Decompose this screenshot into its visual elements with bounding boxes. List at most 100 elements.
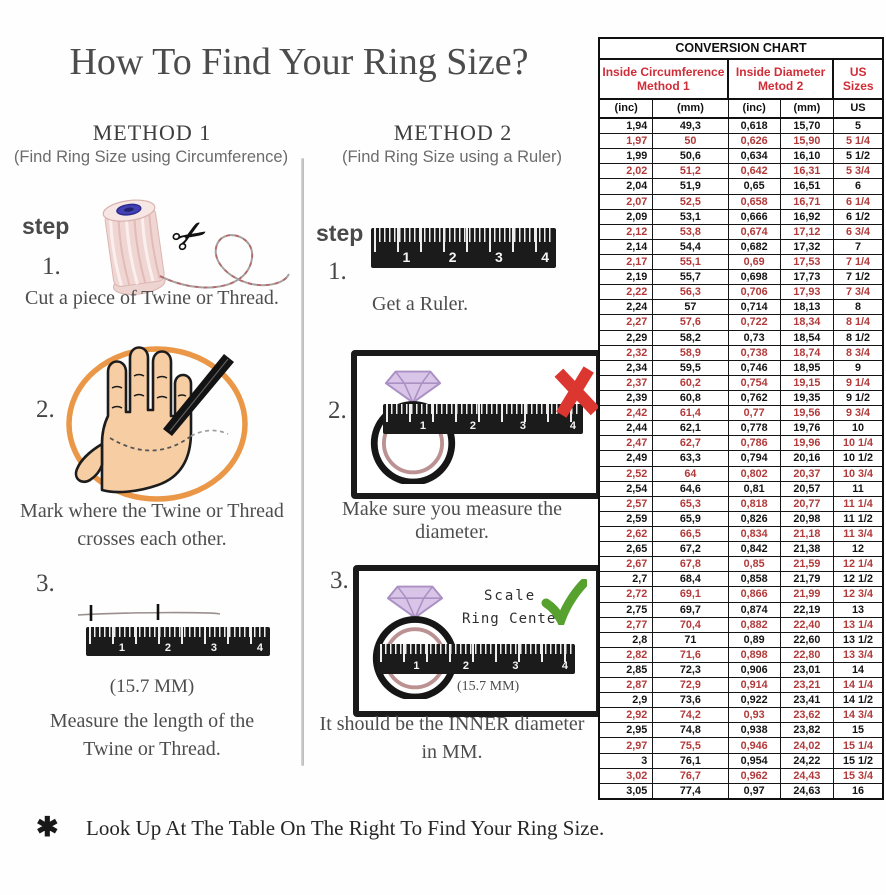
table-cell: 2,27 <box>600 315 654 330</box>
ruler-major-ticks <box>89 627 267 645</box>
table-cell: 5 1/4 <box>845 135 870 148</box>
table-cell: 0,874 <box>729 602 781 617</box>
table-cell: 69,7 <box>653 602 729 617</box>
page-title: How To Find Your Ring Size? <box>69 41 529 83</box>
table-row: 2,19 55,7 0,698 17,73 7 1/2 <box>600 269 882 285</box>
table-cell: 71,6 <box>653 647 729 662</box>
table-cell: 2,39 <box>600 390 654 406</box>
table-cell: 2,54 <box>600 481 654 496</box>
table-cell: 68,4 <box>653 572 729 587</box>
table-cell: 0,938 <box>729 723 781 738</box>
diagram-frame-correct: Scale Ring Center 1 2 3 4 (15.7 MM) <box>353 565 602 717</box>
table-cell: 13 <box>851 603 864 616</box>
table-cell: 0,706 <box>729 285 781 300</box>
table-cell: 67,8 <box>653 557 729 572</box>
table-cell: 22,40 <box>781 617 835 632</box>
table-cell: 11 3/4 <box>843 528 873 540</box>
table-cell: 2,44 <box>600 421 654 436</box>
table-cell: 0,898 <box>729 647 781 662</box>
table-cell: 70,4 <box>653 617 729 632</box>
table-cell: 0,922 <box>729 693 781 708</box>
table-row: 2,75 69,7 0,874 22,19 13 <box>600 601 882 617</box>
table-cell: 9 1/4 <box>845 376 870 389</box>
table-cell: 10 <box>851 422 864 435</box>
table-row: 3,05 77,4 0,97 24,63 16 <box>600 782 882 798</box>
group2-line1: Inside Diameter <box>735 65 826 79</box>
table-cell: 0,81 <box>729 481 781 496</box>
ruler-number: 2 <box>164 642 171 655</box>
method1-step2-caption-line1: Mark where the Twine or Thread <box>20 500 284 522</box>
table-cell: 0,906 <box>729 662 781 678</box>
table-cell: 16,10 <box>781 149 835 164</box>
table-cell: 2,32 <box>600 345 654 360</box>
table-cell: 15 1/4 <box>842 739 874 752</box>
table-cell: 10 3/4 <box>842 467 874 480</box>
method2-step-label: step <box>316 220 364 246</box>
table-cell: 0,842 <box>729 542 781 557</box>
diagram-frame-wrong: 1 2 3 4 <box>351 350 602 499</box>
ruler-number: 4 <box>256 642 263 655</box>
thumb-shape <box>74 442 104 484</box>
table-cell: 2,77 <box>600 617 654 632</box>
table-cell: 0,802 <box>729 466 781 481</box>
ruler: 1 2 3 4 <box>377 644 575 674</box>
table-cell: 2,09 <box>600 209 654 224</box>
table-cell: 3 <box>600 753 654 768</box>
table-cell: 16,71 <box>781 194 835 209</box>
table-row: 2,52 64 0,802 20,37 10 3/4 <box>600 465 882 481</box>
table-cell: 6 <box>854 180 861 193</box>
twine-spool-illustration: ✂ <box>102 199 290 295</box>
table-cell: 2,92 <box>600 708 654 723</box>
table-row: 2,04 51,9 0,65 16,51 6 <box>600 178 882 194</box>
table-cell: 21,99 <box>781 587 835 602</box>
ruler-number: 4 <box>569 419 576 432</box>
table-cell: 50 <box>653 134 729 149</box>
table-row: 2,44 62,1 0,778 19,76 10 <box>600 420 882 436</box>
group-header-us-sizes: US Sizes <box>834 60 882 98</box>
table-cell: 5 1/2 <box>845 150 870 163</box>
table-cell: 12 3/4 <box>842 588 874 601</box>
table-cell: 0,834 <box>729 526 781 542</box>
table-cell: 15,90 <box>781 134 835 149</box>
table-cell: 24,63 <box>781 783 835 798</box>
table-row: 2,47 62,7 0,786 19,96 10 1/4 <box>600 435 882 451</box>
method1-step2-number: 2. <box>36 396 55 423</box>
table-cell: 0,722 <box>729 315 781 330</box>
ruler: 1 2 3 4 <box>371 228 556 268</box>
table-cell: 59,5 <box>653 360 729 375</box>
table-cell: 19,56 <box>781 406 835 421</box>
table-cell: 0,882 <box>729 617 781 632</box>
unit-header: (inc) <box>729 100 781 117</box>
table-cell: 58,2 <box>653 330 729 345</box>
group3-label: US Sizes <box>842 65 874 93</box>
method2-step3-number: 3. <box>330 567 349 594</box>
ruler-number: 2 <box>469 419 476 432</box>
table-cell: 66,5 <box>653 526 729 542</box>
table-cell: 2,24 <box>600 300 654 315</box>
table-cell: 16 <box>851 784 864 797</box>
unit-header: US <box>850 102 866 114</box>
method1-step2-caption-line2: crosses each other. <box>77 528 227 550</box>
table-cell: 5 <box>854 120 861 133</box>
method1-step1-caption: Cut a piece of Twine or Thread. <box>25 287 279 309</box>
table-cell: 0,794 <box>729 451 781 466</box>
table-cell: 10 1/4 <box>842 437 874 450</box>
table-cell: 11 <box>852 482 864 495</box>
table-cell: 16,92 <box>781 209 835 224</box>
table-row: 2,57 65,3 0,818 20,77 11 1/4 <box>600 495 882 511</box>
table-cell: 0,818 <box>729 496 781 511</box>
ruler-number: 3 <box>210 642 217 655</box>
table-cell: 0,914 <box>729 678 781 693</box>
table-cell: 21,59 <box>781 557 835 572</box>
table-row: 2,09 53,1 0,666 16,92 6 1/2 <box>600 208 882 224</box>
ruler-number: 3 <box>519 419 526 432</box>
table-cell: 21,18 <box>781 526 835 542</box>
table-cell: 0,866 <box>729 587 781 602</box>
table-cell: 2,65 <box>600 542 654 557</box>
method2-heading: METHOD 2 <box>393 120 513 145</box>
table-cell: 2,22 <box>600 285 654 300</box>
table-cell: 15 1/2 <box>842 754 874 767</box>
table-cell: 63,3 <box>653 451 729 466</box>
method2-step3-caption-line2: in MM. <box>421 741 483 763</box>
table-row: 1,97 50 0,626 15,90 5 1/4 <box>600 133 882 149</box>
